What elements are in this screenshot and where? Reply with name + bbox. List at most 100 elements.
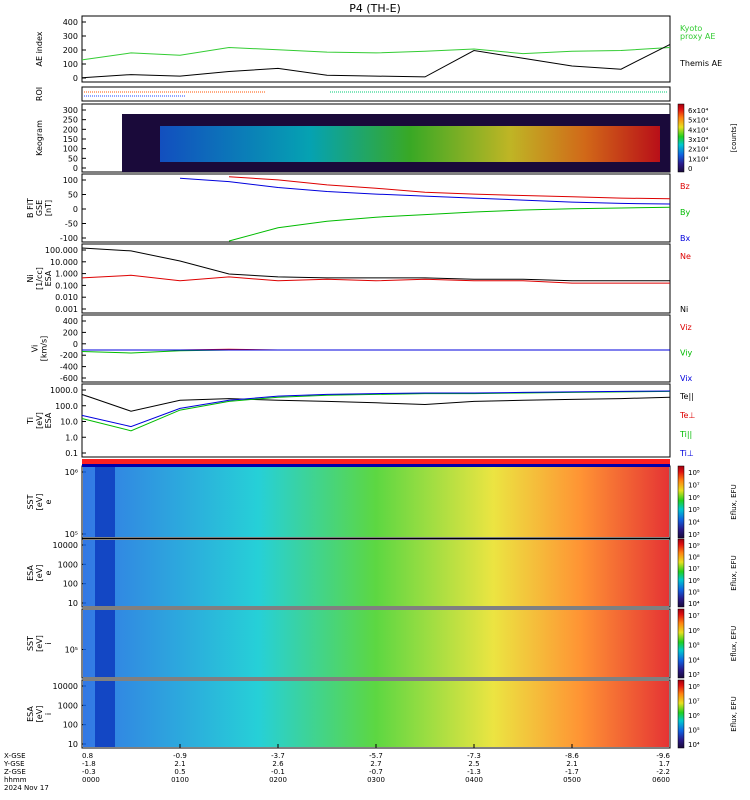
y-axis-label: ESA — [44, 270, 53, 286]
y-axis-label: GSE — [35, 200, 44, 216]
y-axis-label: e — [44, 499, 53, 504]
x-tick-label: 2.1 — [174, 760, 185, 768]
spectrogram-image — [83, 681, 669, 747]
y-axis-label: [eV] — [35, 565, 44, 582]
legend-label: Bz — [680, 182, 690, 191]
x-row-label: Z-GSE — [4, 768, 26, 776]
colorbar-label: Eflux, EFU — [730, 696, 738, 731]
x-tick-label: 2.1 — [566, 760, 577, 768]
legend-label: Bx — [680, 234, 690, 243]
x-row-label: Y-GSE — [3, 760, 25, 768]
y-tick-label: 1000.0 — [50, 386, 78, 395]
colorbar — [677, 679, 685, 749]
series-line — [228, 176, 671, 200]
colorbar — [677, 103, 685, 173]
legend-label: Ni — [680, 305, 688, 314]
y-tick-label: -50 — [65, 220, 78, 229]
y-axis-label: [eV] — [35, 706, 44, 723]
quality-flag-bar — [82, 459, 670, 464]
x-tick-label: 2.5 — [468, 760, 479, 768]
y-tick-label: 1000 — [58, 701, 78, 710]
y-axis-label: [eV] — [35, 635, 44, 652]
y-axis-label: AE index — [35, 31, 44, 66]
x-tick-label: 0200 — [269, 776, 287, 784]
colorbar-tick-label: 10⁶ — [688, 494, 700, 502]
x-tick-label: 0.5 — [174, 768, 185, 776]
y-axis-label: [km/s] — [40, 336, 49, 362]
panel-roi: ROI — [35, 86, 671, 102]
spectrogram-image — [83, 610, 669, 677]
y-tick-label: -400 — [60, 363, 78, 372]
legend-label: proxy AE — [680, 32, 715, 41]
colorbar-tick-label: 6x10⁴ — [688, 107, 709, 115]
x-tick-label: -7.3 — [467, 752, 481, 760]
y-tick-label: 100.0 — [55, 402, 78, 411]
y-tick-label: 400 — [63, 18, 78, 27]
quality-flag-bar — [82, 464, 670, 467]
y-axis-label: B FIT — [26, 198, 35, 218]
legend-label: Ti|| — [679, 430, 692, 439]
colorbar-tick-label: 1x10⁴ — [688, 155, 709, 163]
colorbar-label: [counts] — [730, 123, 738, 152]
x-tick-label: -8.6 — [565, 752, 579, 760]
series-line — [81, 390, 671, 428]
y-tick-label: 100 — [63, 721, 78, 730]
x-tick-label: 0000 — [82, 776, 100, 784]
y-axis-label: i — [44, 642, 53, 644]
colorbar-tick-label: 10³ — [688, 671, 700, 679]
colorbar-tick-label: 10⁷ — [688, 612, 700, 620]
colorbar-tick-label: 10⁸ — [688, 554, 700, 562]
legend-label: Kyoto — [680, 24, 702, 33]
colorbar-tick-label: 2x10⁴ — [688, 146, 709, 154]
series-line — [81, 393, 671, 412]
y-tick-label: 10⁵ — [65, 646, 78, 655]
panel-frame — [81, 243, 671, 314]
colorbar — [677, 538, 685, 608]
x-tick-label: 0600 — [652, 776, 670, 784]
colorbar-tick-label: 10⁷ — [688, 565, 700, 573]
panel-frame — [81, 86, 671, 102]
panel-frame — [81, 314, 671, 383]
spectrogram-gap — [95, 467, 115, 537]
y-axis-label: ESA — [44, 412, 53, 428]
panel-esa_e: ESA [eV] e 10000 1000 100 10 10⁹ 10⁸ 10⁷ 10⁶ 10⁵ 10⁴… — [26, 538, 738, 608]
y-tick-label: 50 — [68, 191, 78, 200]
y-tick-label: 10⁵ — [65, 530, 78, 539]
y-axis-label: Ti — [26, 417, 35, 425]
series-line — [81, 274, 670, 284]
panel-frame — [81, 383, 671, 458]
panel-bfit: B FIT GSE [nT] 100 50 0 -50 -100 Bz By Bx — [26, 173, 690, 243]
colorbar-tick-label: 10⁵ — [688, 588, 700, 596]
legend-label: Viz — [680, 323, 692, 332]
x-tick-label: -0.3 — [82, 768, 96, 776]
y-tick-label: 10⁶ — [65, 468, 78, 477]
y-tick-label: 0.001 — [55, 305, 78, 314]
colorbar-tick-label: 10⁵ — [688, 642, 700, 650]
y-axis-label: SST — [26, 636, 35, 651]
colorbar-label: Eflux, EFU — [730, 484, 738, 519]
y-axis-label: ROI — [35, 87, 44, 101]
legend-label: Te|| — [679, 392, 694, 401]
y-axis-label: [eV] — [35, 494, 44, 511]
y-tick-label: 0.010 — [55, 293, 78, 302]
y-tick-label: 100 — [63, 60, 78, 69]
colorbar-tick-label: 10³ — [688, 531, 700, 539]
panel-keo: Keogram3002502001501005006x10⁴5x10⁴4x10⁴… — [35, 103, 738, 173]
y-tick-label: 200 — [63, 125, 78, 134]
y-tick-label: 150 — [63, 135, 78, 144]
y-axis-label: ESA — [26, 706, 35, 722]
y-tick-label: 300 — [63, 106, 78, 115]
panel-frame — [81, 608, 671, 679]
panel-frame — [81, 15, 671, 83]
colorbar-tick-label: 10⁶ — [688, 712, 700, 720]
y-tick-label: 0.100 — [55, 281, 78, 290]
y-tick-label: 10 — [68, 599, 78, 608]
y-axis-label: Keogram — [35, 120, 44, 156]
x-tick-label: -5.7 — [369, 752, 383, 760]
y-tick-label: 1.0 — [65, 433, 78, 442]
y-axis-label: Vi — [31, 345, 40, 353]
colorbar-tick-label: 10⁸ — [688, 683, 700, 691]
y-tick-label: 0 — [73, 205, 78, 214]
y-tick-label: 0 — [73, 74, 78, 83]
